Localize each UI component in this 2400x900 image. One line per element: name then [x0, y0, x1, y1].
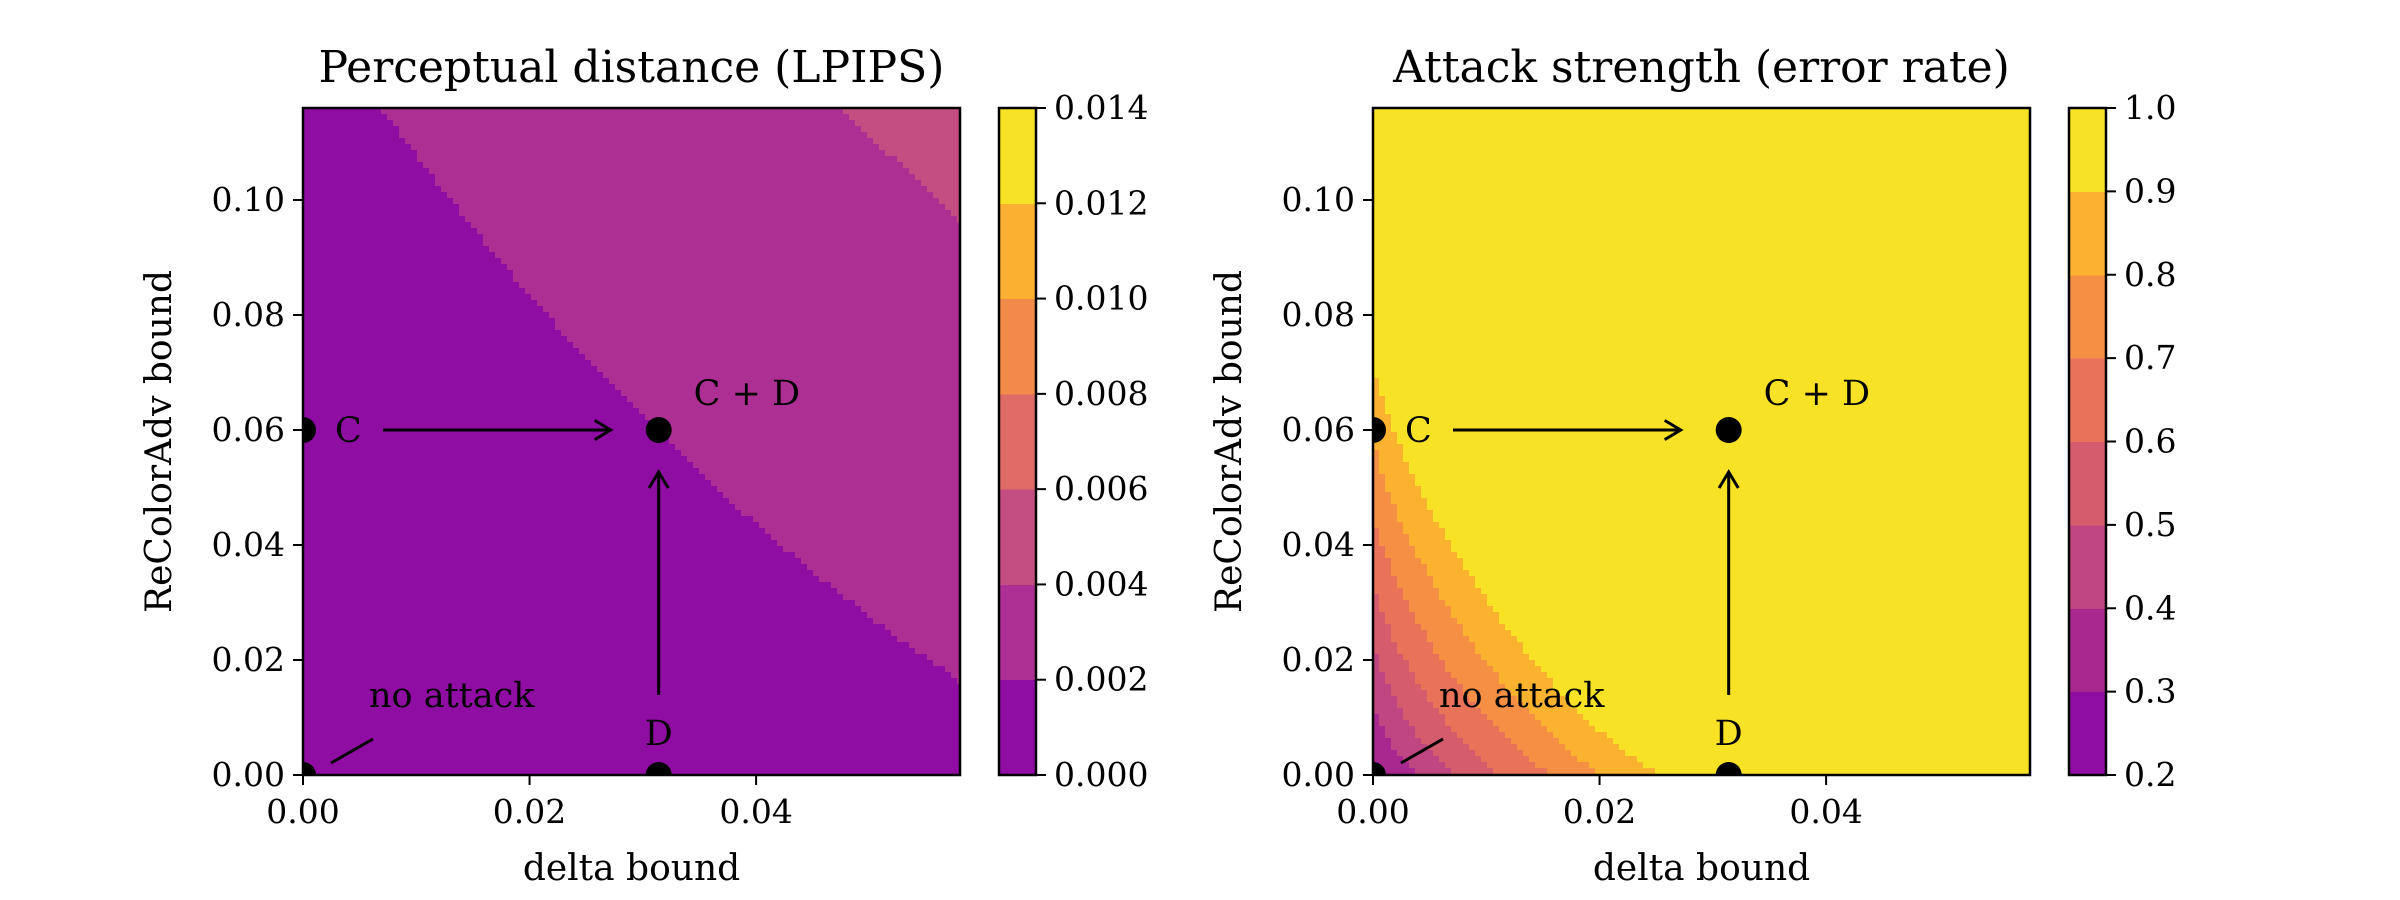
- y-axis-label: ReColorAdv bound: [139, 270, 180, 613]
- point-marker: [303, 762, 316, 775]
- x-tick-label: 0.04: [719, 792, 792, 831]
- colorbar-segment: [2069, 608, 2106, 693]
- arrow-c-to-cd: [383, 419, 614, 441]
- contour-fill: [303, 108, 960, 775]
- colorbar-segment: [2069, 691, 2106, 776]
- panel-lpips: 0.00 0.02 0.04 0.00 0.02 0.04 0.06 0.08 0.10 Perc…: [139, 42, 1148, 889]
- point-label: C + D: [1764, 374, 1870, 414]
- contour-fill: [1373, 108, 2030, 775]
- x-axis-label: delta bound: [523, 848, 740, 889]
- y-tick-label: 0.02: [212, 640, 285, 679]
- point-label: C: [335, 411, 362, 451]
- colorbar: 0.2 0.3 0.4 0.5 0.6 0.7 0.8 0.9 1.0: [2067, 88, 2176, 794]
- point-label: D: [645, 714, 673, 754]
- colorbar-tick-label: 0.3: [2124, 672, 2176, 711]
- colorbar-segment: [2069, 191, 2106, 276]
- colorbar-tick-label: 0.010: [1054, 279, 1148, 318]
- colorbar-tick-label: 0.7: [2124, 338, 2176, 377]
- colorbar: 0.000 0.002 0.004 0.006 0.008 0.010 0.012 0.014: [997, 88, 1148, 794]
- y-tick-label: 0.02: [1282, 640, 1355, 679]
- colorbar-segment: [2069, 441, 2106, 526]
- colorbar-segment: [999, 489, 1036, 585]
- y-axis-label: ReColorAdv bound: [1209, 270, 1250, 613]
- colorbar-segment: [999, 679, 1036, 776]
- colorbar-tick-label: 1.0: [2124, 88, 2176, 127]
- point-label: no attack: [369, 676, 535, 716]
- chart-title: Attack strength (error rate): [1392, 42, 2010, 93]
- colorbar-tick-label: 0.5: [2124, 505, 2176, 544]
- colorbar-tick-label: 0.000: [1054, 755, 1148, 794]
- no-attack-leader: [1400, 737, 1444, 765]
- colorbar-tick-label: 0.006: [1054, 469, 1148, 508]
- point-marker: [645, 417, 672, 443]
- point-marker: [1715, 762, 1742, 775]
- colorbar-tick-label: 0.014: [1054, 88, 1148, 127]
- colorbar-segment: [999, 108, 1036, 204]
- point-label: C: [1405, 411, 1432, 451]
- point-label: no attack: [1439, 676, 1605, 716]
- colorbar-tick-label: 0.008: [1054, 374, 1148, 413]
- arrow-d-to-cd: [647, 469, 670, 695]
- colorbar-segment: [2069, 358, 2106, 442]
- point-marker: [645, 762, 672, 775]
- y-tick-label: 0.00: [212, 755, 285, 794]
- colorbar-segment: [999, 584, 1036, 681]
- colorbar-tick-label: 0.012: [1054, 183, 1148, 222]
- x-axis-label: delta bound: [1593, 848, 1810, 889]
- point-label: D: [1715, 714, 1743, 754]
- colorbar-tick-label: 0.6: [2124, 422, 2176, 461]
- colorbar-tick-label: 0.4: [2124, 588, 2176, 627]
- arrow-c-to-cd: [1453, 419, 1684, 441]
- y-tick-label: 0.08: [212, 295, 285, 334]
- point-marker: [1373, 762, 1386, 775]
- colorbar-tick-label: 0.004: [1054, 564, 1148, 603]
- colorbar-tick-label: 0.9: [2124, 171, 2176, 210]
- point-marker: [1373, 417, 1386, 443]
- y-tick-label: 0.04: [212, 525, 285, 564]
- x-tick-label: 0.00: [266, 792, 339, 831]
- y-tick-label: 0.04: [1282, 525, 1355, 564]
- y-tick-label: 0.06: [1282, 410, 1355, 449]
- x-tick-label: 0.00: [1336, 792, 1409, 831]
- x-tick-label: 0.02: [493, 792, 566, 831]
- colorbar-segment: [2069, 108, 2106, 192]
- colorbar-tick-label: 0.002: [1054, 660, 1148, 699]
- colorbar-segment: [999, 203, 1036, 300]
- y-tick-label: 0.06: [212, 410, 285, 449]
- colorbar-segment: [999, 393, 1036, 490]
- colorbar-tick-label: 0.8: [2124, 255, 2176, 294]
- colorbar-segment: [2069, 524, 2106, 609]
- point-label: C + D: [694, 374, 800, 414]
- colorbar-segment: [999, 298, 1036, 395]
- arrow-d-to-cd: [1717, 469, 1740, 695]
- no-attack-leader: [330, 737, 374, 765]
- chart-title: Perceptual distance (LPIPS): [319, 42, 945, 93]
- x-tick-label: 0.02: [1563, 792, 1636, 831]
- y-tick-label: 0.10: [212, 180, 285, 219]
- x-tick-label: 0.04: [1789, 792, 1862, 831]
- y-tick-label: 0.10: [1282, 180, 1355, 219]
- point-marker: [303, 417, 316, 443]
- y-tick-label: 0.08: [1282, 295, 1355, 334]
- y-tick-label: 0.00: [1282, 755, 1355, 794]
- point-marker: [1715, 417, 1742, 443]
- colorbar-tick-label: 0.2: [2124, 755, 2176, 794]
- colorbar-segment: [2069, 274, 2106, 359]
- panel-error-rate: 0.00 0.02 0.04 0.00 0.02 0.04 0.06 0.08 0.10 Atta…: [1209, 42, 2176, 889]
